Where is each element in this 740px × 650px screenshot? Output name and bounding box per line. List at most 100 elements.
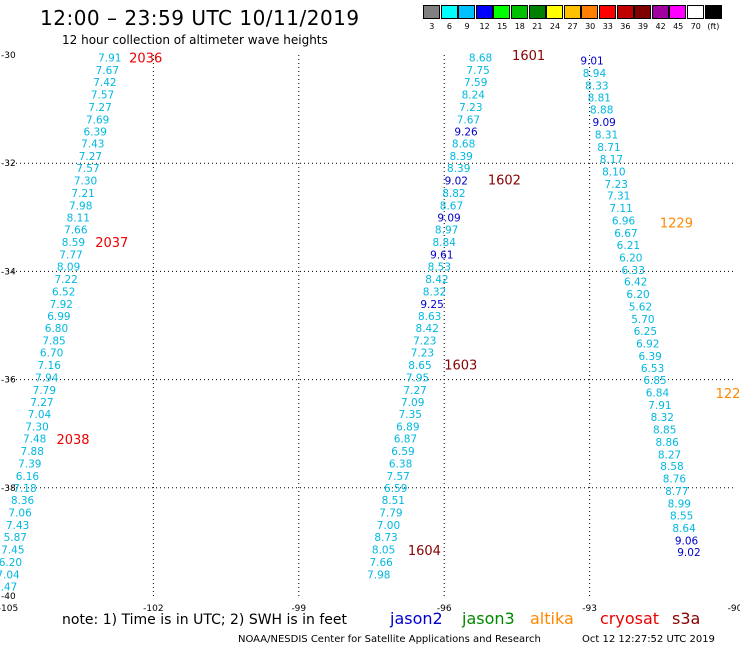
swh-data-label: 6.33 bbox=[622, 265, 645, 277]
swh-data-label: 7.27 bbox=[88, 102, 111, 114]
colorscale-label: 18 bbox=[514, 22, 525, 31]
swh-data-label: 6.39 bbox=[84, 126, 107, 138]
swh-data-label: 7.27 bbox=[30, 397, 53, 409]
colorscale-label: 27 bbox=[567, 22, 578, 31]
swh-data-label: 7.06 bbox=[8, 508, 32, 520]
pass-time-label: 1603 bbox=[444, 358, 477, 373]
pass-altika-1228-1229: 9.018.948.338.818.889.098.318.718.178.10… bbox=[580, 55, 700, 559]
page-subtitle: 12 hour collection of altimeter wave hei… bbox=[62, 33, 328, 47]
swh-data-label: 8.42 bbox=[416, 323, 439, 335]
swh-data-label: 8.81 bbox=[588, 93, 611, 105]
colorscale-swatch bbox=[528, 5, 546, 19]
swh-data-label: 7.31 bbox=[607, 191, 630, 203]
colorscale-label: 3 bbox=[429, 22, 435, 31]
y-tick-label: -34 bbox=[1, 267, 16, 277]
swh-data-label: 8.10 bbox=[602, 166, 625, 178]
swh-data-label: 6.87 bbox=[394, 434, 417, 446]
swh-data-label: 6.92 bbox=[636, 338, 659, 350]
swh-data-label: 8.31 bbox=[595, 130, 618, 142]
swh-data-label: 7.98 bbox=[69, 200, 92, 212]
x-tick-label: -99 bbox=[291, 604, 306, 614]
colorscale-label: 9 bbox=[464, 22, 470, 31]
legend-jason2: jason2 bbox=[390, 609, 443, 628]
swh-data-label: 6.21 bbox=[617, 240, 640, 252]
swh-data-label: 7.11 bbox=[609, 203, 632, 215]
swh-data-label: 7.09 bbox=[401, 397, 424, 409]
x-tick-label: -102 bbox=[143, 604, 163, 614]
swh-data-label: 7.79 bbox=[379, 508, 402, 520]
colorscale-label: 12 bbox=[479, 22, 490, 31]
swh-data-label: 8.33 bbox=[585, 80, 608, 92]
swh-data-label: 8.59 bbox=[62, 237, 85, 249]
swh-data-label: 8.68 bbox=[469, 53, 492, 65]
swh-data-label: 6.38 bbox=[389, 458, 412, 470]
legend-jason3: jason3 bbox=[462, 609, 515, 628]
swh-data-label: 7.94 bbox=[35, 372, 59, 384]
swh-data-label: 6.39 bbox=[638, 351, 661, 363]
swh-data-label: 7.98 bbox=[367, 569, 390, 581]
colorscale-swatch bbox=[687, 5, 704, 19]
swh-data-label: 8.11 bbox=[67, 212, 90, 224]
swh-data-label: 6.84 bbox=[646, 388, 670, 400]
swh-data-label: 8.51 bbox=[382, 495, 405, 507]
swh-data-label: 7.45 bbox=[1, 544, 24, 556]
swh-data-label: 9.09 bbox=[592, 117, 615, 129]
swh-data-label: 8.99 bbox=[668, 498, 691, 510]
swh-data-label: 6.52 bbox=[52, 286, 75, 298]
swh-data-label: 7.23 bbox=[413, 336, 436, 348]
swh-data-label: 8.42 bbox=[425, 274, 448, 286]
swh-data-label: 8.64 bbox=[672, 523, 696, 535]
swh-data-label: 8.67 bbox=[440, 200, 463, 212]
swh-data-label: 7.47 bbox=[0, 581, 17, 593]
pass-time-label: 2037 bbox=[95, 236, 128, 251]
colorscale-label: (ft) bbox=[707, 22, 720, 31]
pass-time-label: 1228 bbox=[716, 387, 740, 402]
legend-s3a: s3a bbox=[672, 609, 701, 628]
swh-data-label: 7.69 bbox=[86, 114, 109, 126]
pass-cryosat-2036-2038: 7.917.677.427.577.277.696.397.437.277.57… bbox=[0, 53, 121, 594]
pass-time-label: 1602 bbox=[488, 173, 521, 188]
colorscale-label: 15 bbox=[497, 22, 508, 31]
y-tick-label: -38 bbox=[1, 484, 16, 494]
swh-data-label: 6.16 bbox=[16, 471, 40, 483]
swh-data-label: 6.20 bbox=[619, 252, 642, 264]
swh-data-label: 8.17 bbox=[600, 154, 623, 166]
colorscale-label: 39 bbox=[637, 22, 649, 31]
colorscale-label: 21 bbox=[532, 22, 543, 31]
timestamp-text: Oct 12 12:27:52 UTC 2019 bbox=[582, 634, 715, 645]
y-tick-label: -32 bbox=[1, 159, 16, 169]
swh-data-label: 7.43 bbox=[6, 520, 29, 532]
swh-data-label: 7.88 bbox=[21, 446, 44, 458]
colorscale-swatch bbox=[581, 5, 599, 19]
grid-lines bbox=[8, 55, 735, 596]
swh-data-label: 8.53 bbox=[428, 262, 451, 274]
pass-time-label: 1229 bbox=[660, 217, 693, 232]
colorscale-swatch bbox=[599, 5, 616, 19]
colorscale-swatch bbox=[423, 5, 440, 19]
swh-data-label: 7.42 bbox=[93, 77, 116, 89]
swh-data-label: 8.84 bbox=[433, 237, 457, 249]
colorscale-swatch bbox=[475, 5, 493, 19]
swh-data-label: 6.89 bbox=[396, 422, 419, 434]
swh-data-label: 8.86 bbox=[655, 437, 679, 449]
swh-data-label: 9.25 bbox=[420, 299, 443, 311]
swh-data-label: 8.65 bbox=[408, 360, 431, 372]
swh-data-label: 8.39 bbox=[447, 163, 470, 175]
swh-data-label: 6.85 bbox=[643, 375, 666, 387]
colorscale-swatch bbox=[563, 5, 581, 19]
swh-data-label: 7.57 bbox=[386, 471, 409, 483]
swh-data-label: 5.70 bbox=[631, 314, 654, 326]
swh-data-label: 7.23 bbox=[411, 348, 434, 360]
colorscale-swatch bbox=[511, 5, 528, 19]
swh-data-label: 7.57 bbox=[76, 163, 99, 175]
swh-data-label: 8.82 bbox=[442, 188, 465, 200]
colorscale-label: 30 bbox=[585, 22, 596, 31]
swh-data-label: 7.66 bbox=[369, 557, 393, 569]
swh-data-label: 7.66 bbox=[64, 225, 88, 237]
x-tick-label: -105 bbox=[0, 604, 18, 614]
x-tick-label: -96 bbox=[437, 604, 452, 614]
pass-time-label: 1604 bbox=[408, 544, 441, 559]
colorscale-swatch bbox=[458, 5, 476, 19]
swh-data-label: 7.48 bbox=[23, 434, 46, 446]
